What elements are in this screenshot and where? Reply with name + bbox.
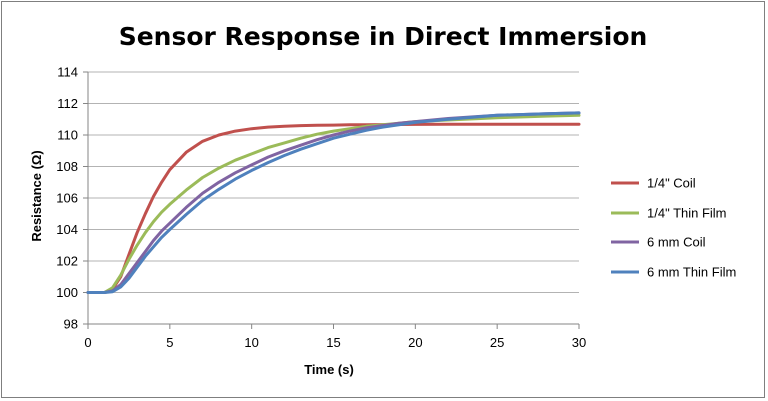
series-lines [86, 111, 581, 294]
y-tick-label: 104 [56, 222, 78, 237]
chart-title: Sensor Response in Direct Immersion [119, 22, 648, 51]
axes [83, 71, 580, 329]
series-line-0 [86, 122, 581, 294]
x-tick-label: 25 [490, 335, 504, 350]
x-tick-labels: 0 5 10 15 20 25 30 [84, 335, 586, 350]
legend-label: 6 mm Thin Film [647, 265, 736, 280]
y-tick-label: 110 [57, 128, 78, 143]
y-tick-label: 108 [56, 159, 78, 174]
y-tick-label: 100 [56, 285, 78, 300]
y-axis-label: Resistance (Ω) [29, 150, 44, 241]
x-tick-label: 15 [326, 335, 340, 350]
y-tick-label: 106 [56, 191, 78, 206]
y-tick-label: 112 [57, 96, 78, 111]
x-tick-label: 5 [166, 335, 173, 350]
series-line-2 [86, 111, 581, 294]
legend-label: 6 mm Coil [647, 235, 706, 250]
x-axis-label: Time (s) [304, 362, 354, 377]
series-line-1 [86, 113, 581, 294]
series-line-3 [86, 111, 581, 294]
y-tick-label: 114 [57, 65, 78, 80]
x-tick-label: 30 [572, 335, 586, 350]
legend-label: 1/4" Thin Film [647, 206, 727, 221]
legend: 1/4" Coil 1/4" Thin Film 6 mm Coil 6 mm Thi… [611, 176, 736, 280]
y-tick-label: 98 [64, 317, 78, 332]
y-tick-labels: 98 100 102 104 106 108 110 112 114 [56, 65, 78, 332]
legend-label: 1/4" Coil [647, 176, 696, 191]
x-tick-label: 10 [244, 335, 258, 350]
x-tick-label: 0 [84, 335, 91, 350]
x-tick-label: 20 [408, 335, 422, 350]
y-tick-label: 102 [56, 254, 78, 269]
